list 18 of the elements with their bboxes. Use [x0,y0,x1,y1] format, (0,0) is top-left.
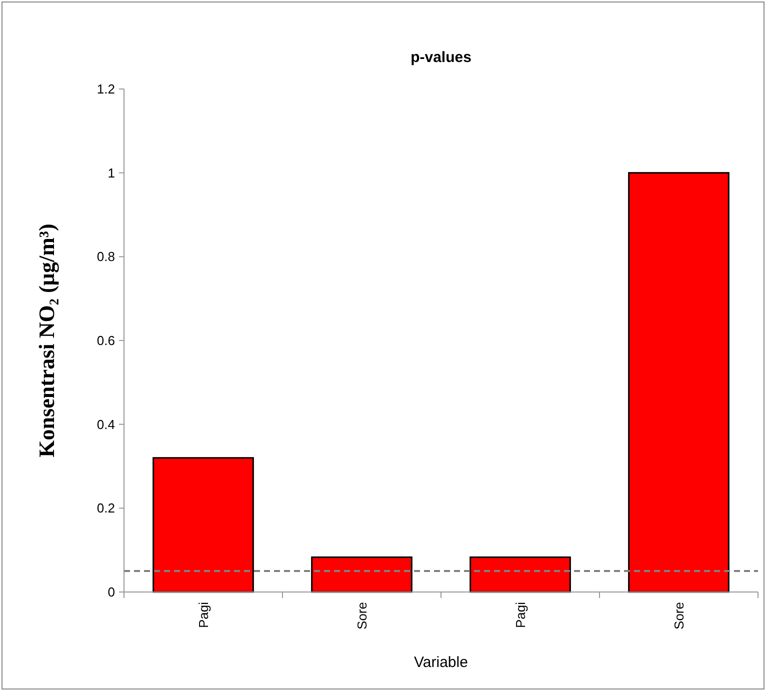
y-tick-label: 0.8 [96,249,115,264]
y-axis-title: Konsentrasi NO₂ (µg/m³) [34,224,59,458]
x-tick-label: Sore [354,602,370,630]
bar [311,556,412,593]
x-axis-title: Variable [414,654,468,671]
bar [152,457,254,593]
x-tick-label: Pagi [512,602,528,628]
y-tick-label: 0 [108,584,115,600]
y-tick-label: 0.6 [96,333,115,348]
x-tick-label: Pagi [196,602,211,628]
y-tick-label: 0.4 [96,416,115,432]
y-tick-label: 1.2 [96,82,115,97]
bar [470,556,571,593]
x-tick-label: Sore [671,602,686,630]
y-tick-label: 0.2 [96,500,115,516]
bar [628,172,730,593]
y-tick-label: 1 [108,165,115,180]
chart-title: p-values [410,49,472,66]
